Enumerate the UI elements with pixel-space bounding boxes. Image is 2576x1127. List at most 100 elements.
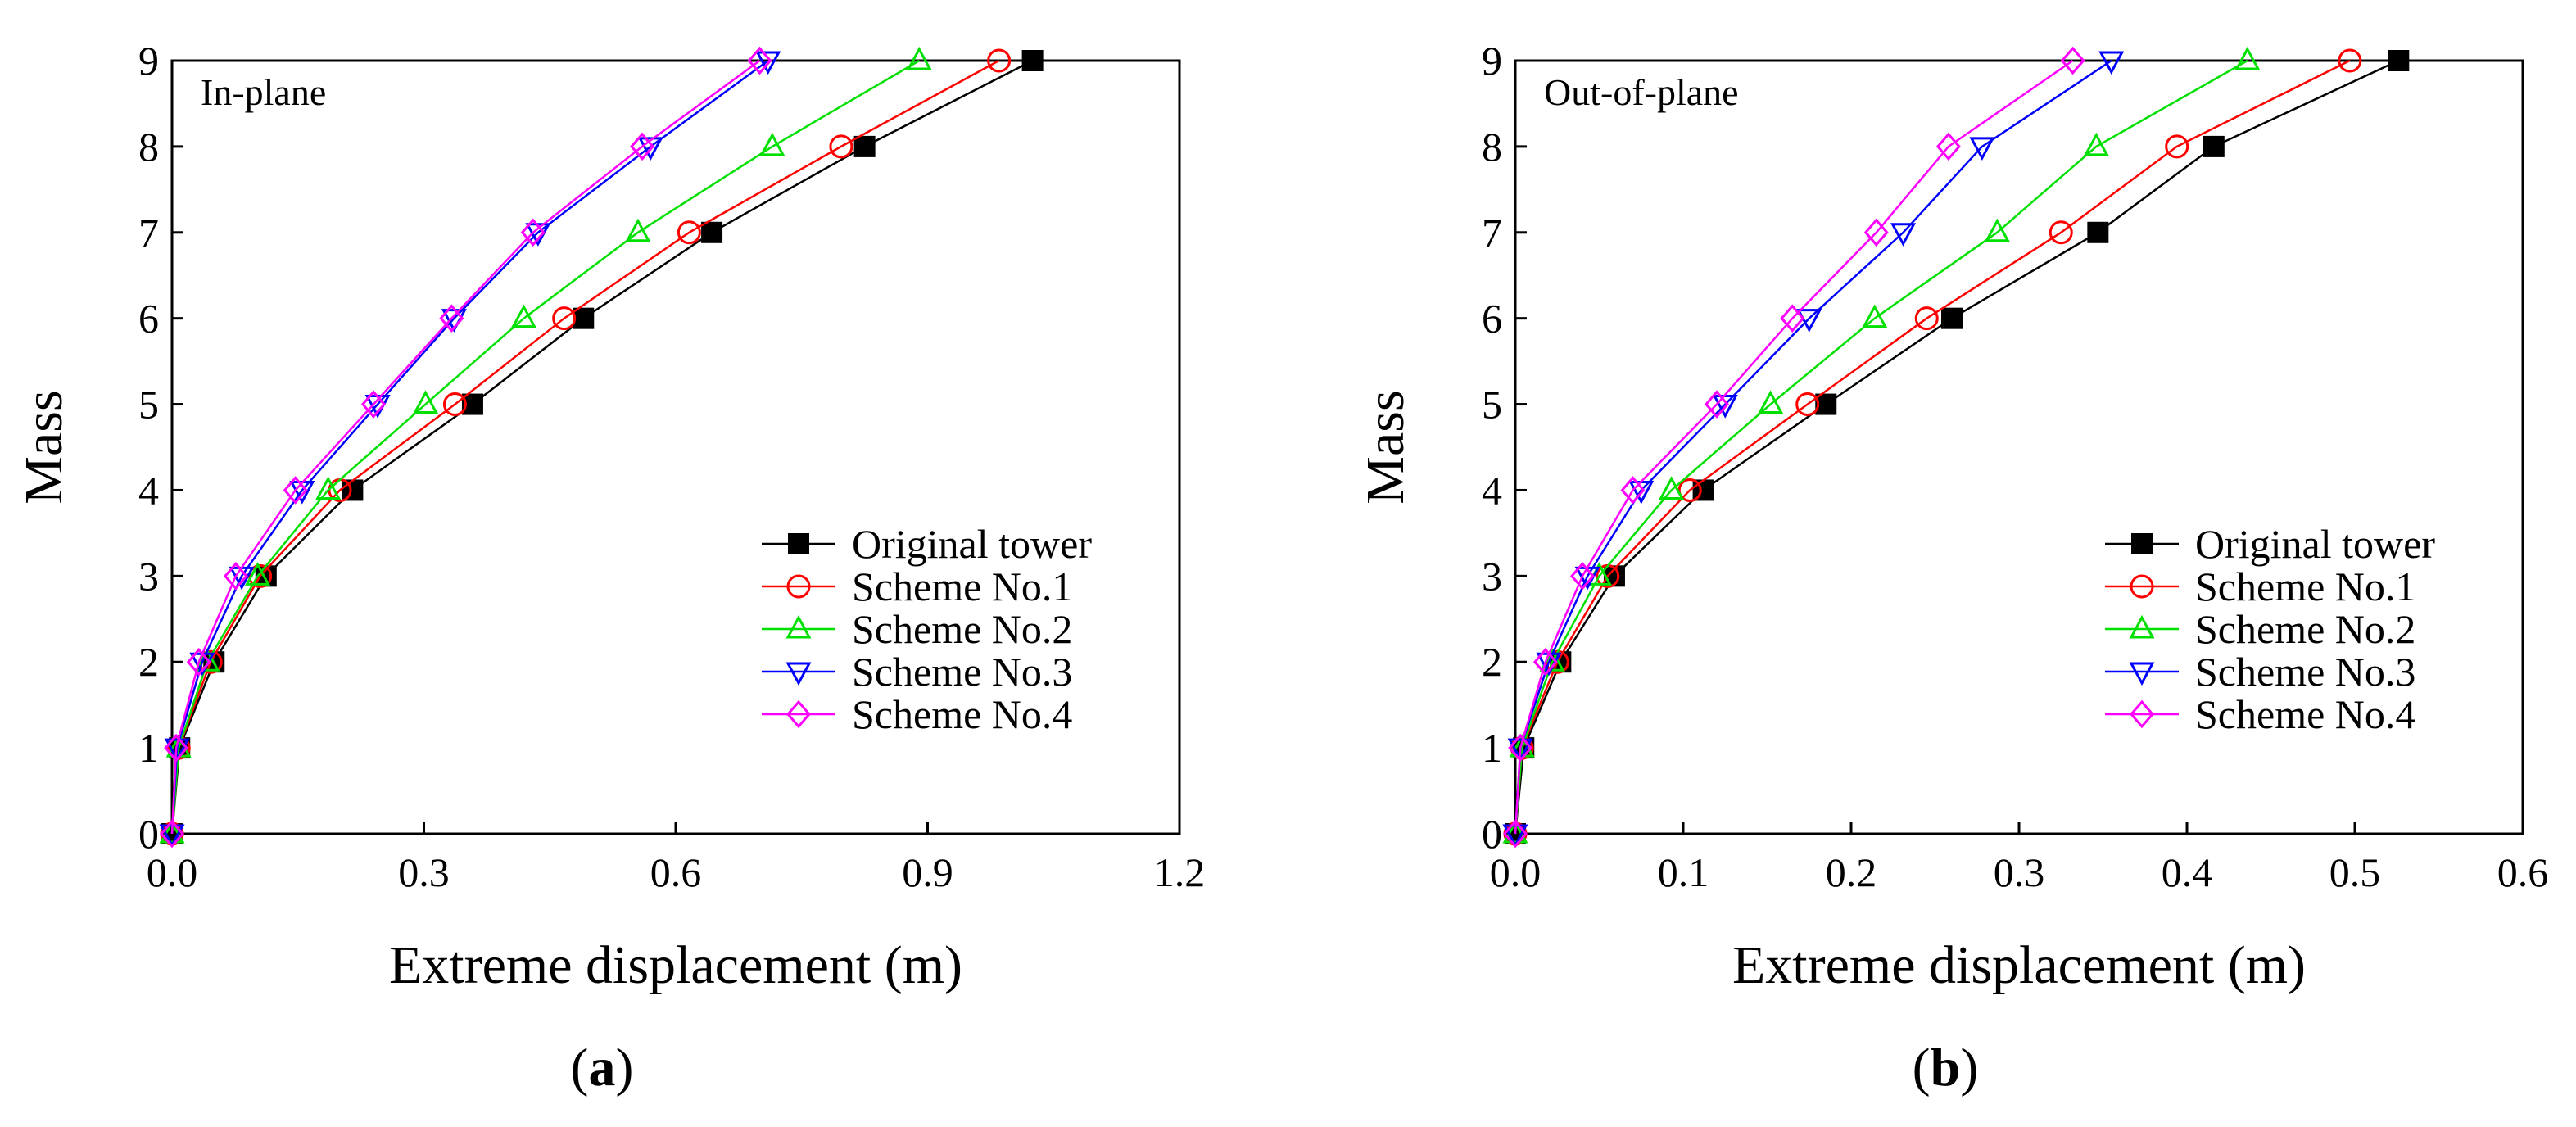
axis-ticks: 0.0 0.3 0.6 0.9 1.2 0 1 2 3 4 5 6 7 8 9 <box>138 38 1205 895</box>
data-point-scheme-no-4 <box>1780 304 1805 333</box>
legend-label: Scheme No.2 <box>2195 606 2415 652</box>
y-tick-label: 4 <box>138 467 159 513</box>
data-point-scheme-no-1 <box>1677 478 1702 502</box>
data-point-scheme-no-1 <box>677 220 701 245</box>
legend-label: Scheme No.4 <box>2195 691 2415 737</box>
legend-label: Scheme No.2 <box>852 606 1072 652</box>
data-point-scheme-no-2 <box>759 132 785 156</box>
y-tick-label: 8 <box>138 124 159 170</box>
data-point-original-tower <box>853 135 876 157</box>
legend-item-scheme-no-4: Scheme No.4 <box>762 691 1072 737</box>
data-point-original-tower <box>1941 307 1963 329</box>
data-point-original-tower <box>2087 221 2109 243</box>
legend-marker-scheme-no-2 <box>2129 614 2155 639</box>
data-point-original-tower <box>1021 50 1044 71</box>
data-point-scheme-no-2 <box>625 218 651 242</box>
series-line-original-tower <box>1514 59 2399 835</box>
series-line-scheme-no-2 <box>170 59 920 835</box>
data-point-scheme-no-4 <box>439 304 464 333</box>
y-tick-label: 9 <box>138 38 159 84</box>
panel-annotation: In-plane <box>201 71 326 113</box>
series-line-scheme-no-1 <box>170 59 1000 835</box>
data-point-scheme-no-4 <box>186 647 211 677</box>
legend-item-scheme-no-4: Scheme No.4 <box>2105 691 2415 737</box>
data-point-scheme-no-4 <box>160 819 184 849</box>
legend-item-scheme-no-2: Scheme No.2 <box>762 606 1072 652</box>
legend-item-scheme-no-2: Scheme No.2 <box>2105 606 2415 652</box>
panel-letter: b <box>1931 1038 1961 1098</box>
data-point-scheme-no-1 <box>442 392 467 417</box>
y-tick-label: 3 <box>138 553 159 599</box>
data-point-scheme-no-4 <box>223 562 248 591</box>
legend-marker-original-tower <box>788 533 809 554</box>
x-tick-label: 0.3 <box>398 849 450 895</box>
series-line-scheme-no-2 <box>1514 59 2248 835</box>
x-tick-label: 0.2 <box>1826 849 1877 895</box>
data-point-scheme-no-2 <box>1862 304 1888 328</box>
legend-item-original-tower: Original tower <box>2105 521 2435 567</box>
legend-marker-original-tower <box>2131 533 2153 554</box>
series-scheme-no-4 <box>160 46 772 849</box>
data-point-scheme-no-3 <box>1507 738 1533 763</box>
series-scheme-no-1 <box>160 48 1012 846</box>
legend-item-scheme-no-3: Scheme No.3 <box>762 649 1072 695</box>
data-point-scheme-no-1 <box>552 306 577 331</box>
data-point-scheme-no-2 <box>2083 132 2109 156</box>
data-point-scheme-no-4 <box>164 733 189 763</box>
data-point-scheme-no-4 <box>1508 733 1533 763</box>
data-point-scheme-no-3 <box>755 51 781 75</box>
legend-marker-scheme-no-1 <box>2130 574 2154 599</box>
data-point-scheme-no-1 <box>248 564 273 588</box>
data-point-scheme-no-2 <box>906 46 932 70</box>
series-line-scheme-no-3 <box>1514 59 2112 835</box>
data-point-scheme-no-4 <box>630 132 654 161</box>
y-tick-label: 7 <box>138 210 159 256</box>
data-point-scheme-no-3 <box>1796 309 1822 333</box>
legend-marker-scheme-no-3 <box>2129 662 2155 686</box>
legend-label: Original tower <box>852 521 1092 567</box>
data-point-scheme-no-4 <box>1503 819 1528 849</box>
series-line-scheme-no-4 <box>1514 59 2074 835</box>
x-tick-label: 0.3 <box>1994 849 2045 895</box>
data-point-scheme-no-4 <box>1935 132 1961 161</box>
series-line-original-tower <box>170 59 1034 835</box>
data-point-scheme-no-2 <box>245 562 271 586</box>
y-axis-label: Mass <box>14 390 74 504</box>
y-tick-label: 0 <box>1482 811 1502 857</box>
legend-label: Original tower <box>2195 521 2435 567</box>
data-point-original-tower <box>1815 393 1837 415</box>
legend-label: Scheme No.1 <box>852 564 1072 609</box>
data-point-scheme-no-3 <box>1969 137 1995 161</box>
data-point-original-tower <box>2203 135 2225 157</box>
legend-label: Scheme No.3 <box>2195 649 2415 695</box>
series-layer <box>159 46 1044 849</box>
y-tick-label: 5 <box>1482 382 1502 428</box>
panel-caption: (a) <box>571 1038 634 1098</box>
data-point-scheme-no-3 <box>1890 223 1917 247</box>
legend-marker-scheme-no-4 <box>786 699 811 729</box>
data-point-scheme-no-2 <box>315 476 342 500</box>
x-tick-label: 0.4 <box>2162 849 2213 895</box>
data-point-original-tower <box>342 479 364 501</box>
chart-panel-a: 0.0 0.3 0.6 0.9 1.2 0 1 2 3 4 5 6 7 8 9 In-plane Origi… <box>14 38 1205 1098</box>
data-point-scheme-no-4 <box>283 476 308 505</box>
y-tick-label: 1 <box>1482 725 1502 771</box>
data-point-scheme-no-4 <box>2060 46 2085 75</box>
legend-label: Scheme No.1 <box>2195 564 2415 609</box>
series-scheme-no-4 <box>1503 46 2085 849</box>
legend-label: Scheme No.3 <box>852 649 1072 695</box>
data-point-scheme-no-1 <box>2165 134 2189 159</box>
y-tick-label: 2 <box>138 639 159 685</box>
data-point-scheme-no-2 <box>159 819 185 844</box>
x-axis-label: Extreme displacement (m) <box>389 935 962 995</box>
data-point-scheme-no-1 <box>2338 48 2362 73</box>
data-point-scheme-no-2 <box>1659 476 1685 500</box>
data-point-scheme-no-4 <box>1620 476 1646 505</box>
series-layer <box>1502 46 2410 849</box>
panel-caption: (b) <box>1913 1038 1979 1098</box>
data-point-scheme-no-1 <box>1914 306 1939 331</box>
legend-label: Scheme No.4 <box>852 691 1072 737</box>
series-line-scheme-no-3 <box>170 59 769 835</box>
